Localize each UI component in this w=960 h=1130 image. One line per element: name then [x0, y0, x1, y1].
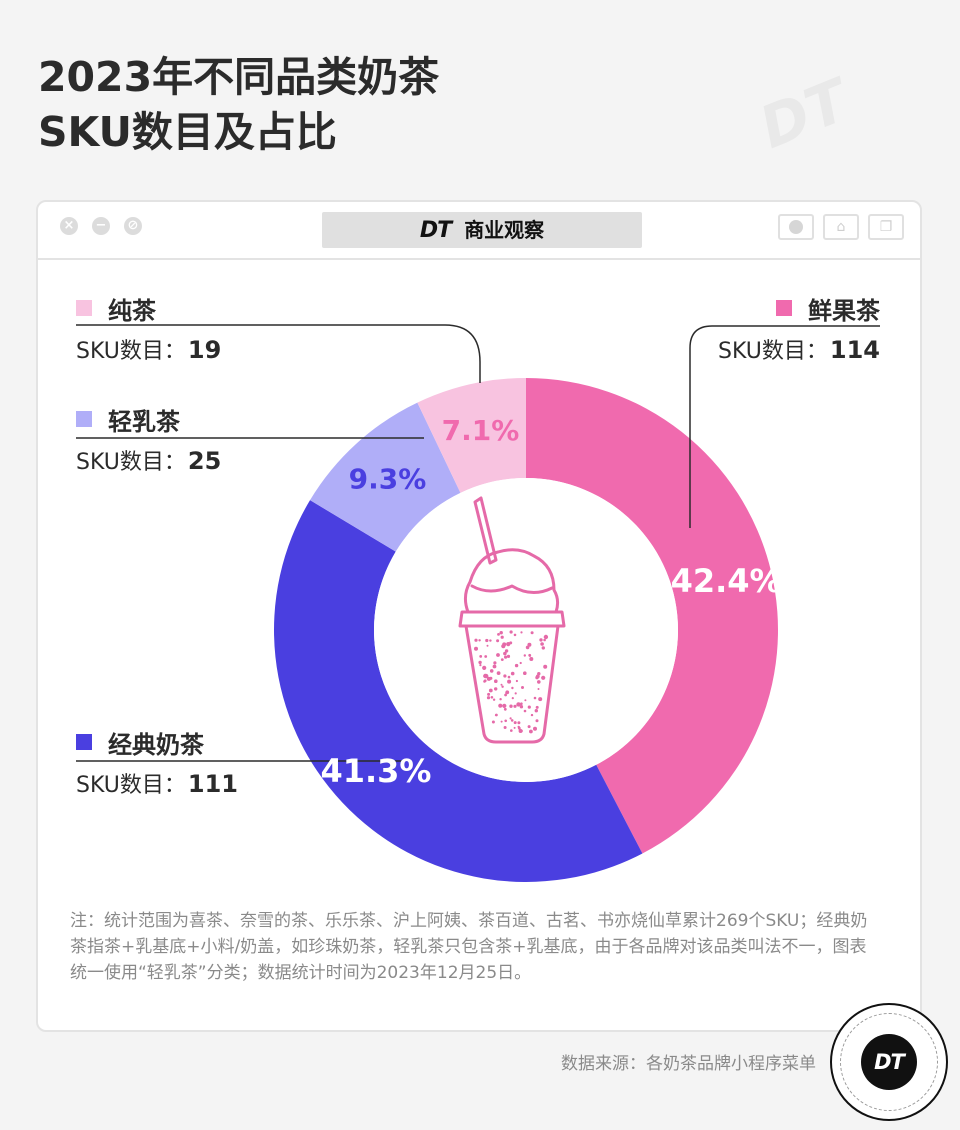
legend-swatch-light-milk-tea [76, 411, 92, 427]
sku-count: 111 [187, 770, 239, 798]
sku-count: 25 [187, 447, 222, 475]
brand-name: 商业观察 [464, 218, 545, 242]
sku-label: SKU数目： [76, 339, 186, 364]
legend-label: 经典奶茶 [108, 730, 204, 759]
sku-label: SKU数目： [76, 450, 186, 475]
legend-swatch-pure-tea [76, 300, 92, 316]
legend-label: 纯茶 [108, 296, 156, 325]
dot-icon [789, 220, 803, 234]
dt-stamp: DT [830, 1003, 948, 1121]
watermark: DT [750, 66, 857, 162]
data-source: 数据来源：各奶茶品牌小程序菜单 [561, 1054, 816, 1074]
legend-light-milk-tea: 轻乳茶 SKU数目：25 [76, 399, 221, 479]
brand-bar: DT 商业观察 [322, 212, 642, 248]
legend-classic-milk-tea: 经典奶茶 SKU数目：111 [76, 722, 238, 802]
home-icon: ⌂ [836, 219, 846, 235]
page-title: 2023年不同品类奶茶 SKU数目及占比 [38, 50, 439, 160]
title-line-1: 2023年不同品类奶茶 [38, 53, 440, 101]
legend-pure-tea: 纯茶 SKU数目：19 [76, 288, 221, 368]
sku-label: SKU数目： [717, 339, 828, 364]
brand-logo: DT [419, 218, 452, 243]
sku-count: 114 [829, 336, 880, 364]
sku-count: 19 [187, 336, 222, 364]
legend-label: 轻乳茶 [108, 407, 180, 436]
window-button[interactable]: ❐ [868, 214, 904, 240]
minimize-icon[interactable]: − [92, 217, 110, 235]
legend-fruit-tea: 鲜果茶 SKU数目：114 [620, 288, 880, 368]
window-titlebar: × − ⊘ DT 商业观察 ⌂ ❐ [38, 202, 920, 260]
record-button[interactable] [778, 214, 814, 240]
stamp-ring [840, 1013, 938, 1111]
window-icon: ❐ [879, 219, 893, 235]
close-icon[interactable]: × [60, 217, 78, 235]
sku-label: SKU数目： [76, 773, 186, 798]
title-line-2: SKU数目及占比 [38, 108, 337, 156]
footnote: 注：统计范围为喜茶、奈雪的茶、乐乐茶、沪上阿姨、茶百道、古茗、书亦烧仙草累计26… [70, 911, 868, 983]
home-button[interactable]: ⌂ [823, 214, 859, 240]
stamp-logo: DT [861, 1034, 917, 1090]
legend-swatch-classic-milk-tea [76, 734, 92, 750]
legend-swatch-fruit-tea [776, 300, 792, 316]
no-entry-icon[interactable]: ⊘ [124, 217, 142, 235]
legend-label: 鲜果茶 [808, 296, 880, 325]
